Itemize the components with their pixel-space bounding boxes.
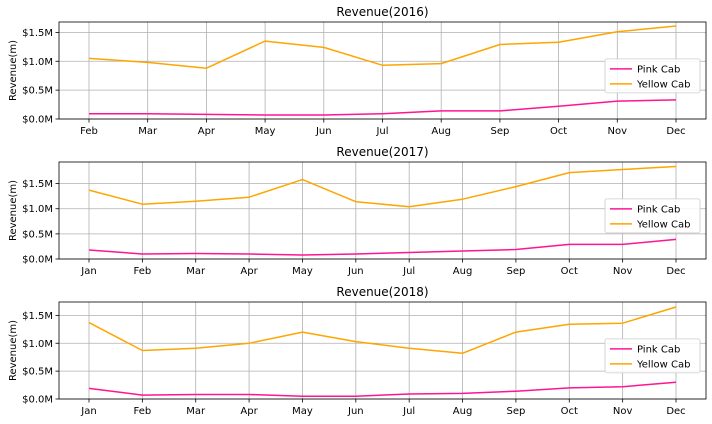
x-tick-label: Dec — [666, 266, 685, 277]
x-tick-label: Feb — [134, 406, 152, 417]
x-tick-label: Dec — [666, 126, 685, 137]
x-tick-label: Dec — [666, 406, 685, 417]
y-tick-label: $0.5M — [22, 86, 53, 97]
x-tick-label: May — [292, 406, 313, 417]
x-tick-label: Feb — [80, 126, 98, 137]
legend-label: Pink Cab — [637, 64, 680, 75]
x-tick-label: Jan — [80, 266, 96, 277]
y-tick-label: $0.5M — [22, 229, 53, 240]
series-line-yellow-cab — [88, 165, 677, 208]
x-tick-label: May — [292, 266, 313, 277]
y-axis-label: Revenue(m) — [8, 320, 19, 381]
x-tick-label: Aug — [453, 266, 473, 277]
y-tick-label: $1.0M — [22, 204, 53, 215]
x-tick-label: Nov — [608, 126, 628, 137]
y-tick-label: $1.5M — [22, 179, 53, 190]
x-tick-label: Mar — [138, 126, 158, 137]
legend-label: Yellow Cab — [636, 79, 690, 90]
x-tick-label: Sep — [506, 406, 525, 417]
y-tick-label: $0.0M — [22, 395, 53, 406]
y-tick-label: $1.5M — [22, 311, 53, 322]
plot-frame — [58, 21, 707, 120]
x-tick-label: Jul — [402, 266, 415, 277]
x-tick-label: Nov — [613, 406, 633, 417]
x-tick-label: Oct — [561, 406, 578, 417]
y-tick-label: $1.5M — [22, 28, 53, 39]
legend: Pink Cab Yellow Cab — [604, 58, 701, 94]
y-tick-label: $0.0M — [22, 255, 53, 266]
x-tick-label: Jul — [375, 126, 388, 137]
chart-title: Revenue(2017) — [336, 145, 428, 159]
legend: Pink Cab Yellow Cab — [604, 198, 701, 234]
x-tick-label: Apr — [240, 406, 258, 417]
chart-panel-2: Revenue(2017) Revenue(m) $0.0M $0.5M $1.0M $1… — [8, 145, 707, 277]
x-tick-label: Apr — [240, 266, 258, 277]
series-line-pink-cab — [88, 238, 677, 256]
legend-label: Yellow Cab — [636, 219, 690, 230]
plot-frame — [58, 161, 707, 260]
x-tick-label: Sep — [490, 126, 509, 137]
x-tick-label: Mar — [186, 266, 206, 277]
x-tick-label: Aug — [431, 126, 451, 137]
y-axis-label: Revenue(m) — [8, 40, 19, 101]
plot-frame — [58, 301, 707, 400]
y-tick-label: $0.0M — [22, 115, 53, 126]
y-tick-label: $1.0M — [22, 339, 53, 350]
legend-label: Pink Cab — [637, 344, 680, 355]
x-tick-label: Nov — [613, 266, 633, 277]
x-tick-label: Oct — [561, 266, 578, 277]
y-axis-label: Revenue(m) — [8, 180, 19, 241]
chart-panel-3: Revenue(2018) Revenue(m) $0.0M $0.5M $1.0M $1… — [8, 285, 707, 417]
x-tick-label: Apr — [198, 126, 216, 137]
chart-title: Revenue(2018) — [336, 285, 428, 299]
y-tick-label: $0.5M — [22, 367, 53, 378]
x-tick-label: Oct — [550, 126, 567, 137]
x-tick-label: Jul — [402, 406, 415, 417]
series-line-yellow-cab — [88, 306, 677, 355]
x-tick-label: Sep — [506, 266, 525, 277]
x-tick-label: Aug — [453, 406, 473, 417]
x-tick-label: Jun — [347, 266, 364, 277]
x-tick-label: Jan — [80, 406, 96, 417]
y-tick-label: $1.0M — [22, 57, 53, 68]
legend-label: Pink Cab — [637, 204, 680, 215]
x-tick-label: May — [255, 126, 276, 137]
legend: Pink Cab Yellow Cab — [604, 338, 701, 374]
series-line-pink-cab — [88, 381, 677, 397]
x-tick-label: Feb — [134, 266, 152, 277]
chart-panel-1: Revenue(2016) Revenue(m) $0.0M $0.5M $1.0M $1… — [8, 5, 707, 137]
x-tick-label: Jun — [315, 126, 332, 137]
x-tick-label: Jun — [347, 406, 364, 417]
chart-title: Revenue(2016) — [336, 5, 428, 19]
legend-label: Yellow Cab — [636, 359, 690, 370]
x-tick-label: Mar — [186, 406, 206, 417]
